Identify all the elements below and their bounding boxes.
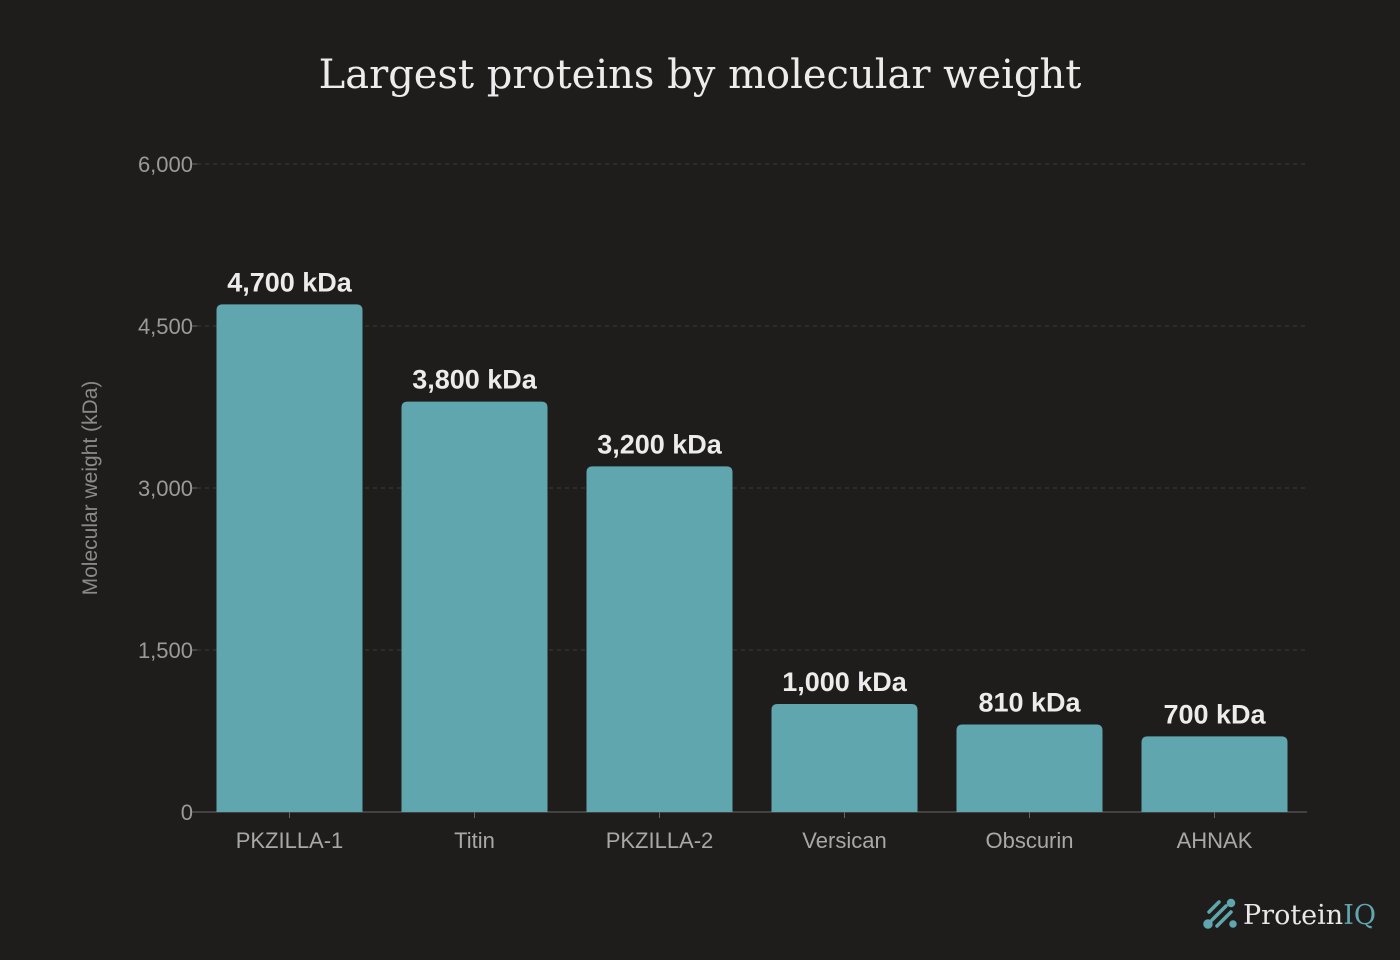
logo-text: Protein	[1243, 899, 1344, 931]
bar	[956, 724, 1103, 812]
y-tick-label: 6,000	[138, 152, 193, 177]
x-tick-label: Obscurin	[985, 828, 1073, 853]
bar	[586, 466, 733, 812]
bar	[216, 304, 363, 812]
x-tick-label: PKZILLA-2	[606, 828, 714, 853]
data-label: 4,700 kDa	[227, 267, 353, 297]
data-label: 3,200 kDa	[597, 429, 723, 459]
y-axis-label: Molecular weight (kDa)	[79, 381, 102, 596]
bar	[401, 401, 548, 812]
data-label: 700 kDa	[1163, 699, 1266, 729]
data-label: 810 kDa	[978, 688, 1081, 718]
y-tick-label: 4,500	[138, 314, 193, 339]
x-tick-label: Versican	[802, 828, 886, 853]
proteiniq-logo: ProteinIQ	[1203, 898, 1376, 932]
x-tick-label: PKZILLA-1	[236, 828, 344, 853]
bar	[771, 704, 918, 812]
y-tick-label: 3,000	[138, 476, 193, 501]
y-tick-label: 0	[181, 800, 193, 825]
y-tick-label: 1,500	[138, 638, 193, 663]
data-label: 3,800 kDa	[412, 365, 538, 395]
logo-icon	[1203, 898, 1237, 929]
data-label: 1,000 kDa	[782, 667, 908, 697]
x-tick-label: AHNAK	[1177, 828, 1253, 853]
logo-accent: IQ	[1343, 899, 1376, 931]
chart-title: Largest proteins by molecular weight	[318, 52, 1082, 98]
x-tick-label: Titin	[454, 828, 495, 853]
bar	[1141, 736, 1288, 812]
